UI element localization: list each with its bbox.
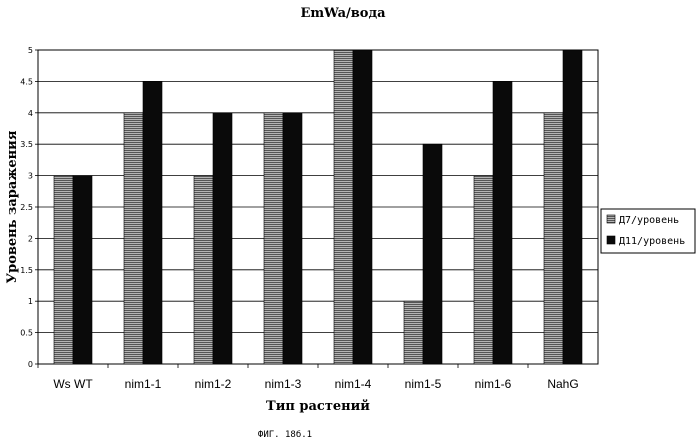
y-tick-label: 1 (28, 297, 33, 306)
legend: Д7/уровень Д11/уровень (601, 209, 695, 253)
x-category-label: Ws WT (53, 377, 93, 391)
bar-d11-6 (493, 81, 512, 364)
bar-d7-5 (404, 301, 423, 364)
bar-d11-5 (423, 144, 442, 364)
x-category-label: nim1-6 (475, 377, 512, 391)
bar-d11-0 (73, 176, 92, 364)
y-tick-label: 3 (28, 172, 33, 181)
chart-title: EmWa/вода (300, 6, 386, 21)
y-tick-label: 3.5 (20, 140, 33, 149)
y-tick-label: 5 (28, 46, 33, 55)
bar-d11-2 (213, 113, 232, 364)
legend-swatch-d11 (607, 236, 615, 244)
bar-d7-7 (544, 113, 563, 364)
bar-d7-3 (264, 113, 283, 364)
chart: EmWa/вода 0 0.5 1 1.5 2 2.5 3 3.5 4 4.5 5 Ws WT nim… (0, 0, 699, 442)
x-category-label: nim1-3 (265, 377, 302, 391)
x-category-label: nim1-1 (125, 377, 162, 391)
bar-d7-0 (54, 176, 73, 364)
bar-d11-7 (563, 50, 582, 364)
y-tick-label: 0 (28, 360, 33, 369)
bar-d11-1 (143, 81, 162, 364)
bar-d7-6 (474, 176, 493, 364)
x-category-label: nim1-5 (405, 377, 442, 391)
y-tick-label: 1.5 (20, 266, 33, 275)
bar-d7-1 (124, 113, 143, 364)
y-axis-label: Уровень заражения (5, 130, 20, 283)
y-tick-label: 0.5 (20, 329, 33, 338)
figure-caption: ФИГ. 18б.1 (258, 429, 312, 440)
legend-swatch-d7 (607, 215, 615, 223)
x-axis-label: Тип растений (266, 399, 370, 414)
y-tick-label: 2 (28, 234, 33, 243)
legend-label-d7: Д7/уровень (619, 215, 679, 226)
x-category-label: nim1-4 (335, 377, 372, 391)
x-category-label: nim1-2 (195, 377, 232, 391)
x-axis-labels: Ws WT nim1-1 nim1-2 nim1-3 nim1-4 nim1-5 nim1-… (38, 364, 579, 391)
legend-label-d11: Д11/уровень (619, 236, 685, 247)
x-category-label: NahG (547, 377, 578, 391)
bar-d11-3 (283, 113, 302, 364)
bar-d7-2 (194, 176, 213, 364)
y-axis-ticks: 0 0.5 1 1.5 2 2.5 3 3.5 4 4.5 5 (20, 46, 38, 369)
y-tick-label: 2.5 (20, 203, 33, 212)
bar-d11-4 (353, 50, 372, 364)
bar-d7-4 (334, 50, 353, 364)
y-tick-label: 4 (28, 109, 33, 118)
y-tick-label: 4.5 (20, 77, 33, 86)
